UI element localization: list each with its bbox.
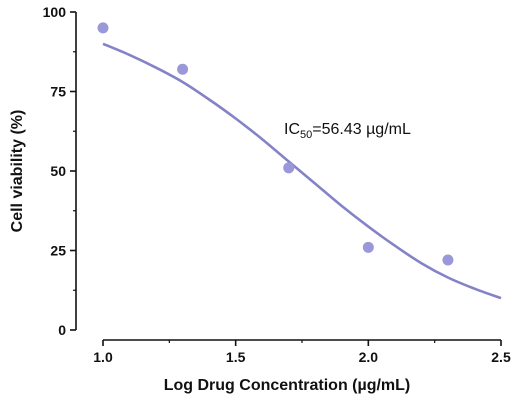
fit-curve: [102, 42, 502, 300]
y-tick-label: 0: [58, 322, 66, 338]
axes: [75, 12, 501, 341]
y-tick-label: 25: [50, 243, 66, 259]
y-ticks: 0 25 50 75 100: [43, 4, 76, 338]
ic50-annotation-main: IC: [284, 121, 300, 138]
x-axis-title: Log Drug Concentration (µg/mL): [164, 377, 411, 394]
x-tick-label: 1.0: [93, 349, 113, 365]
x-ticks: 1.0 1.5 2.0 2.5: [93, 340, 511, 365]
data-point: [283, 162, 295, 174]
data-points: [97, 22, 454, 266]
ic50-annotation: IC50=56.43 µg/mL: [284, 121, 411, 141]
y-tick-label: 100: [43, 4, 67, 20]
data-point: [177, 63, 189, 75]
x-tick-label: 2.0: [359, 349, 379, 365]
x-tick-label: 1.5: [226, 349, 246, 365]
y-axis-title: Cell viability (%): [9, 110, 26, 233]
data-point: [97, 22, 109, 34]
ic50-annotation-subscript: 50: [300, 129, 312, 141]
data-point: [362, 241, 374, 253]
y-tick-label: 75: [50, 84, 66, 100]
ic50-annotation-value: =56.43 µg/mL: [312, 121, 411, 138]
data-point: [442, 254, 454, 266]
y-tick-label: 50: [50, 163, 66, 179]
x-tick-label: 2.5: [491, 349, 511, 365]
